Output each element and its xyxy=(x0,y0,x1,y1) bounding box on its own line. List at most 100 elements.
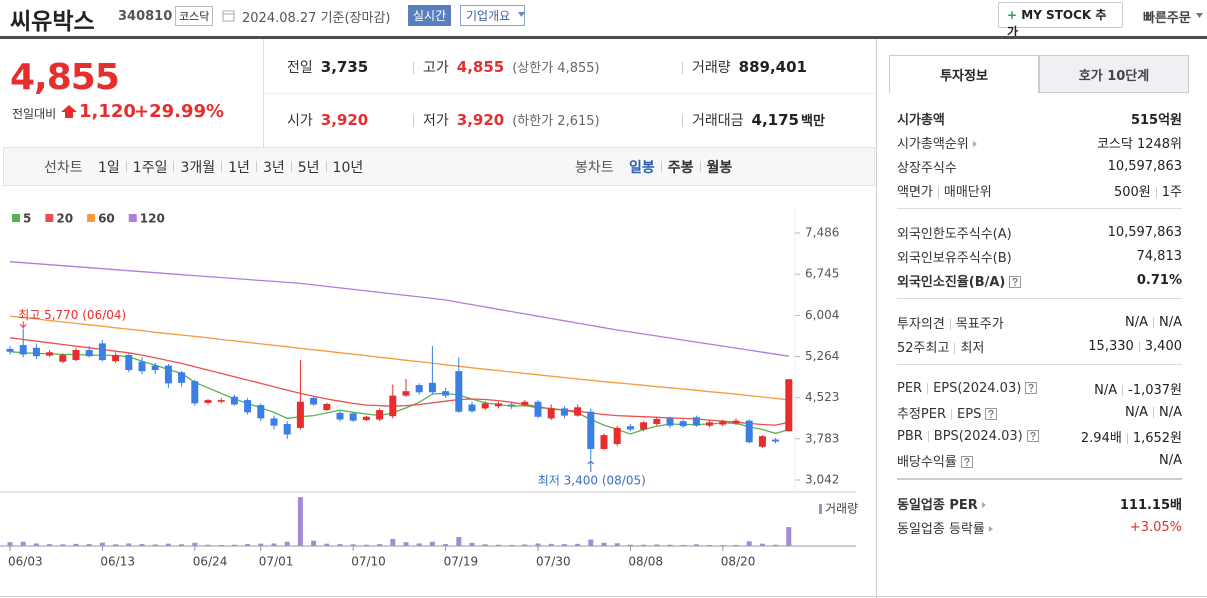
candle-body xyxy=(692,417,700,426)
candle-body xyxy=(640,422,648,430)
chart-tab-bar: 선차트 1일 1주일 3개월 1년 3년 5년 10년 봉차트 일봉 주봉 월봉 xyxy=(3,147,875,186)
separator xyxy=(1138,340,1140,352)
low-arrow xyxy=(587,460,595,473)
legend-label: 20 xyxy=(56,212,73,226)
period-tab[interactable]: 1년 xyxy=(228,160,250,176)
volume-bar xyxy=(680,544,686,546)
info-label: EPS xyxy=(957,406,982,422)
candle-body xyxy=(6,348,14,352)
candle-body xyxy=(442,391,450,396)
legend-label: 120 xyxy=(140,212,165,226)
quote-cell: 전일 3,735 xyxy=(287,57,368,77)
candle-body xyxy=(376,410,384,420)
candle-tab[interactable]: 월봉 xyxy=(706,160,733,176)
volume-bar xyxy=(773,544,779,546)
panel-divider xyxy=(876,39,877,598)
info-label-box: 외국인소진율(B/A) xyxy=(897,271,1022,290)
period-tab[interactable]: 5년 xyxy=(297,160,320,176)
volume-bar xyxy=(575,543,581,546)
period-tab[interactable]: 1일 xyxy=(98,160,120,176)
volume-bar xyxy=(311,540,317,546)
info-label: 52주최고 xyxy=(897,340,950,356)
quick-order[interactable]: 빠른주문 xyxy=(1143,11,1191,26)
candle-tab[interactable]: 주봉 xyxy=(667,160,694,176)
period-tab[interactable]: 10년 xyxy=(332,160,364,176)
period-tab[interactable]: 3년 xyxy=(262,160,285,176)
legend-swatch xyxy=(45,214,54,222)
info-value: 10,597,863 xyxy=(1107,158,1182,174)
info-label: 외국인보유주식수(B) xyxy=(897,250,1012,266)
x-tick-label: 08/20 xyxy=(721,555,756,569)
info-row: 외국인소진율(B/A) 0.71% xyxy=(897,268,1182,292)
info-value-box: 10,597,863 xyxy=(1108,159,1182,174)
volume-bar xyxy=(284,541,290,546)
candle-tab[interactable]: 일봉 xyxy=(629,160,655,176)
quote-label: 거래대금 xyxy=(692,113,744,129)
volume-bar xyxy=(192,542,198,546)
x-tick-label: 06/03 xyxy=(8,555,43,569)
candle-body xyxy=(706,422,714,426)
invest-tab[interactable]: 투자정보 xyxy=(889,55,1039,93)
moving-average-line xyxy=(9,261,789,357)
info-value: 111.15배 xyxy=(1119,497,1182,513)
volume-bar xyxy=(614,543,620,546)
legend-label: 5 xyxy=(23,212,31,226)
volume-bar xyxy=(113,544,119,546)
info-value: 2.94배 xyxy=(1080,430,1122,446)
period-tab[interactable]: 1주일 xyxy=(132,160,168,176)
quote-unit: 백만 xyxy=(800,114,825,129)
volume-legend: 거래량 xyxy=(825,502,858,516)
candle-body xyxy=(336,412,344,420)
volume-bar xyxy=(786,527,792,546)
candle-chart-label: 봉차트 xyxy=(575,160,614,176)
info-row: 상장주식수 10,597,863 xyxy=(897,154,1182,178)
info-value: 15,330 xyxy=(1088,338,1134,354)
info-value-box: +3.05% xyxy=(1130,520,1182,535)
info-label-box: 외국인보유주식수(B) xyxy=(897,247,1012,266)
quote-cell: 거래량 889,401 xyxy=(692,57,807,77)
volume-bar xyxy=(324,543,330,546)
quote-value: 889,401 xyxy=(738,58,807,76)
volume-bar xyxy=(47,544,53,546)
moving-average-line xyxy=(9,315,789,401)
info-group: PER EPS(2024.03) N/A -1,037원 추정PER EPS N/A N/A P… xyxy=(897,364,1182,478)
info-row: 추정PER EPS N/A N/A xyxy=(897,400,1182,424)
info-value-box: 111.15배 xyxy=(1120,494,1182,513)
line-chart-label: 선차트 xyxy=(44,160,83,176)
info-value: N/A xyxy=(1125,314,1148,330)
volume-bar xyxy=(746,541,752,546)
realtime-button[interactable]: 실시간 xyxy=(408,5,452,26)
separator xyxy=(951,408,953,420)
x-tick-label: 06/13 xyxy=(100,555,135,569)
candle-body xyxy=(745,420,753,443)
candle-body xyxy=(125,355,133,371)
info-value-box: 0.71% xyxy=(1137,273,1182,288)
candle-body xyxy=(349,413,357,421)
info-label: 외국인소진율(B/A) xyxy=(897,274,1006,290)
separator xyxy=(1153,316,1154,328)
x-tick-label: 07/10 xyxy=(351,555,386,569)
info-group: 투자의견 목표주가 N/A N/A 52주최고 최저 15,330 3,400 xyxy=(897,298,1182,364)
volume-bar xyxy=(390,538,396,546)
quote-value: 3,735 xyxy=(320,58,369,76)
my-stock-button[interactable]: + MY STOCK 추가 xyxy=(998,2,1123,39)
separator xyxy=(1122,384,1124,396)
candle-body xyxy=(164,365,172,384)
period-tab[interactable]: 3개월 xyxy=(180,160,216,176)
tab-separator xyxy=(660,161,662,172)
volume-bar xyxy=(601,542,607,546)
quote-label: 거래량 xyxy=(692,60,731,76)
candle-body xyxy=(508,404,516,406)
help-icon xyxy=(1009,276,1022,288)
info-value: N/A xyxy=(1125,404,1148,420)
quote-separator xyxy=(413,62,414,74)
calendar-icon xyxy=(222,10,235,22)
info-label: 액면가 xyxy=(897,184,933,200)
candle-body xyxy=(494,403,502,407)
candle-body xyxy=(732,420,740,424)
invest-tab[interactable]: 호가 10단계 xyxy=(1039,55,1189,93)
quote-value: 3,920 xyxy=(456,111,505,129)
quote-separator xyxy=(413,115,414,127)
info-label: 동일업종 등락률 xyxy=(897,521,985,537)
overview-button[interactable]: 기업개요 xyxy=(460,5,526,26)
